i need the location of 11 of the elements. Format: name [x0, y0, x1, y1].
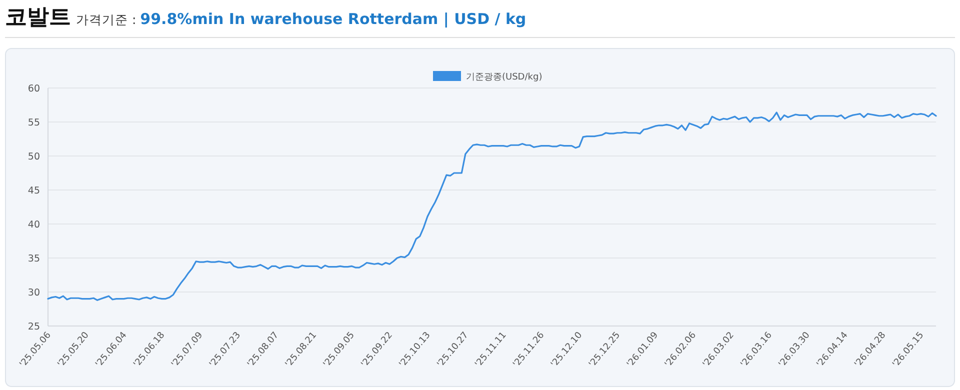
y-tick-label: 35: [28, 254, 40, 264]
y-tick-label: 40: [28, 220, 40, 230]
title: 코발트: [5, 5, 71, 30]
y-tick-label: 45: [28, 186, 40, 196]
y-tick-label: 60: [28, 84, 40, 94]
y-tick-label: 55: [28, 118, 40, 128]
subtitle: 가격기준 : 99.8%min In warehouse Rotterdam | USD / kg: [76, 10, 526, 28]
legend-label: 기준광종(USD/kg): [466, 72, 542, 82]
y-tick-label: 25: [28, 322, 40, 332]
y-tick-label: 30: [28, 288, 40, 298]
y-tick-label: 50: [28, 152, 40, 162]
